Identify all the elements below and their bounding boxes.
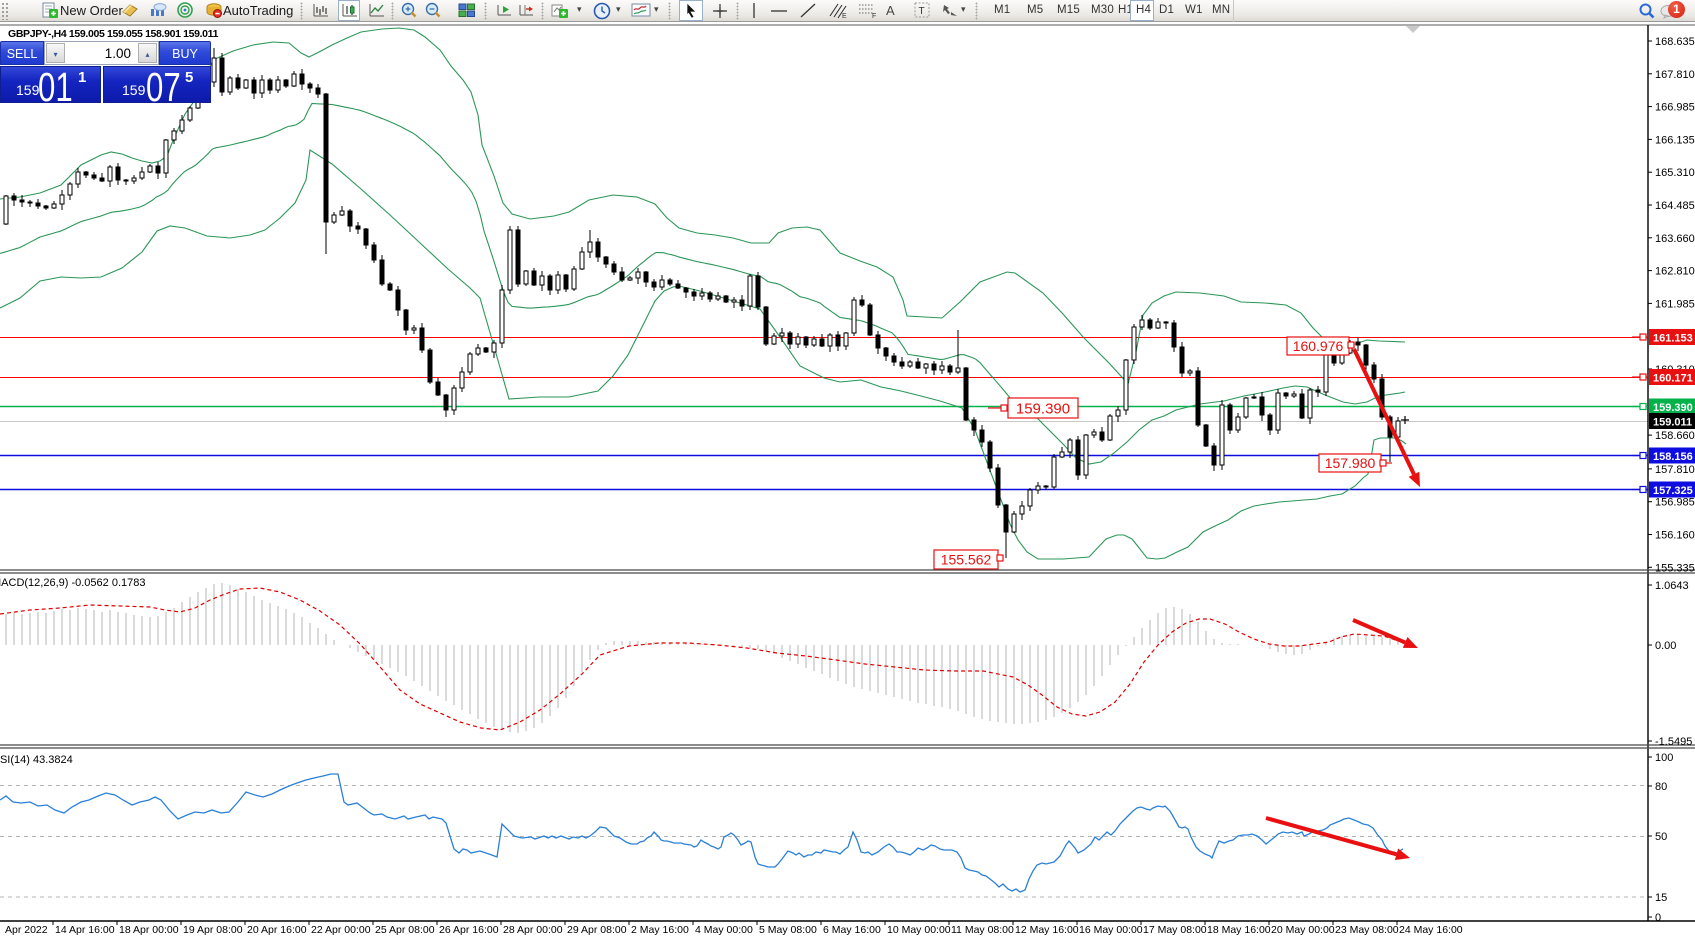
svg-text:6 May 16:00: 6 May 16:00: [823, 924, 881, 936]
svg-text:159.390: 159.390: [1016, 400, 1070, 417]
svg-text:157.810: 157.810: [1655, 464, 1695, 476]
svg-text:24 May 16:00: 24 May 16:00: [1399, 924, 1463, 936]
svg-text:22 Apr 00:00: 22 Apr 00:00: [311, 924, 371, 936]
svg-text:163.660: 163.660: [1655, 233, 1695, 245]
svg-text:14 Apr 16:00: 14 Apr 16:00: [55, 924, 115, 936]
svg-text:156.160: 156.160: [1655, 530, 1695, 542]
svg-text:GBPJPY-,H4 159.005 159.055 15: GBPJPY-,H4 159.005 159.055 158.901 159.0…: [8, 28, 219, 40]
svg-text:100: 100: [1655, 752, 1673, 764]
svg-text:18 Apr 00:00: 18 Apr 00:00: [119, 924, 179, 936]
svg-text:161.985: 161.985: [1655, 298, 1695, 310]
svg-text:155.562: 155.562: [941, 552, 992, 568]
svg-text:29 Apr 08:00: 29 Apr 08:00: [567, 924, 627, 936]
svg-text:160.171: 160.171: [1653, 373, 1693, 385]
svg-text:15: 15: [1655, 892, 1667, 904]
svg-text:167.810: 167.810: [1655, 69, 1695, 81]
svg-text:155.335: 155.335: [1655, 562, 1695, 574]
svg-text:T: T: [919, 6, 925, 17]
svg-text:F: F: [872, 13, 876, 19]
svg-text:E: E: [842, 13, 847, 19]
svg-text:26 Apr 16:00: 26 Apr 16:00: [439, 924, 499, 936]
svg-text:168.635: 168.635: [1655, 36, 1695, 48]
svg-text:159.390: 159.390: [1653, 402, 1693, 414]
svg-text:157.980: 157.980: [1325, 455, 1376, 471]
svg-text:MACD(12,26,9) -0.0562 0.1783: MACD(12,26,9) -0.0562 0.1783: [0, 577, 145, 589]
svg-text:18 May 16:00: 18 May 16:00: [1207, 924, 1271, 936]
svg-text:162.810: 162.810: [1655, 266, 1695, 278]
svg-text:Apr 2022: Apr 2022: [5, 924, 48, 936]
svg-text:12 May 16:00: 12 May 16:00: [1015, 924, 1079, 936]
svg-text:28 Apr 00:00: 28 Apr 00:00: [503, 924, 563, 936]
svg-text:164.485: 164.485: [1655, 200, 1695, 212]
svg-text:17 May 08:00: 17 May 08:00: [1143, 924, 1207, 936]
svg-text:20 May 00:00: 20 May 00:00: [1271, 924, 1335, 936]
svg-text:160.976: 160.976: [1293, 338, 1344, 354]
svg-text:157.325: 157.325: [1653, 485, 1693, 497]
svg-text:156.985: 156.985: [1655, 497, 1695, 509]
svg-text:166.985: 166.985: [1655, 102, 1695, 114]
svg-text:166.135: 166.135: [1655, 134, 1695, 146]
svg-text:50: 50: [1655, 831, 1667, 843]
svg-text:16 May 00:00: 16 May 00:00: [1079, 924, 1143, 936]
svg-text:158.660: 158.660: [1655, 430, 1695, 442]
svg-text:0: 0: [1655, 912, 1661, 924]
svg-text:-1.5495: -1.5495: [1655, 736, 1692, 748]
svg-text:RSI(14) 43.3824: RSI(14) 43.3824: [0, 754, 73, 766]
svg-text:158.156: 158.156: [1653, 451, 1693, 463]
svg-text:165.310: 165.310: [1655, 167, 1695, 179]
svg-text:25 Apr 08:00: 25 Apr 08:00: [375, 924, 435, 936]
svg-text:20 Apr 16:00: 20 Apr 16:00: [247, 924, 307, 936]
svg-text:4 May 00:00: 4 May 00:00: [695, 924, 753, 936]
svg-text:5 May 08:00: 5 May 08:00: [759, 924, 817, 936]
svg-text:2 May 16:00: 2 May 16:00: [631, 924, 689, 936]
svg-text:23 May 08:00: 23 May 08:00: [1335, 924, 1399, 936]
svg-text:1.0643: 1.0643: [1655, 580, 1689, 592]
svg-text:19 Apr 08:00: 19 Apr 08:00: [183, 924, 243, 936]
svg-text:10 May 00:00: 10 May 00:00: [887, 924, 951, 936]
svg-text:161.153: 161.153: [1653, 333, 1693, 345]
svg-text:0.00: 0.00: [1655, 640, 1676, 652]
svg-text:159.011: 159.011: [1653, 417, 1692, 429]
svg-text:11 May 08:00: 11 May 08:00: [951, 924, 1014, 936]
svg-text:80: 80: [1655, 781, 1667, 793]
